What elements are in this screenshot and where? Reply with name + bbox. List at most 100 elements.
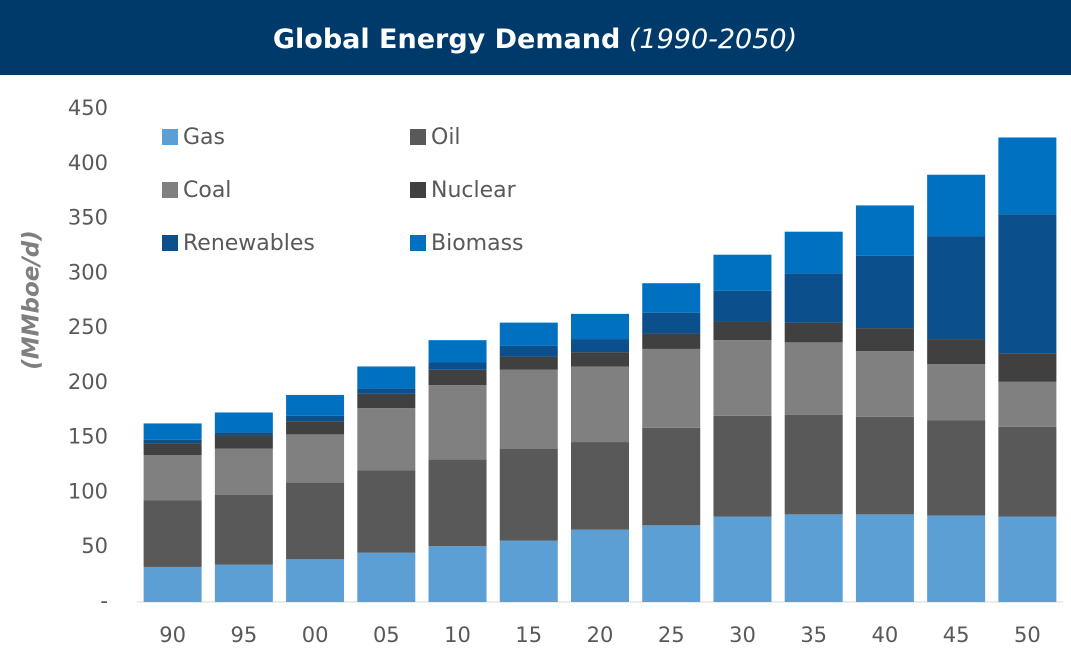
bar-segment xyxy=(784,273,843,323)
bar-segment xyxy=(713,415,772,517)
bar-segment xyxy=(642,312,701,334)
legend-label: Biomass xyxy=(431,231,524,256)
bar-segment xyxy=(927,174,986,237)
y-tick-label: 100 xyxy=(68,479,108,503)
legend-swatch xyxy=(162,235,178,251)
bar-segment xyxy=(571,339,629,353)
y-tick-label: - xyxy=(100,589,108,613)
bar-segment xyxy=(571,352,629,367)
bar-segment xyxy=(855,416,914,515)
bar-segment xyxy=(855,351,914,417)
bar-segment xyxy=(499,369,558,449)
bar-segment xyxy=(855,205,914,256)
bar-segment xyxy=(143,439,202,444)
bar-segment xyxy=(428,362,487,370)
bar-segment xyxy=(286,482,345,560)
bar-segment xyxy=(286,415,345,422)
bar-segment xyxy=(428,340,487,363)
legend-swatch xyxy=(162,129,178,145)
bar-segment xyxy=(214,564,273,602)
legend-swatch xyxy=(410,235,426,251)
x-tick-label: 40 xyxy=(872,623,899,647)
bar-segment xyxy=(713,340,772,416)
bar-segment xyxy=(571,442,629,530)
x-tick-label: 45 xyxy=(943,623,970,647)
x-tick-label: 25 xyxy=(658,623,685,647)
bar-segment xyxy=(357,388,416,394)
bar-segment xyxy=(927,236,986,340)
x-tick-label: 05 xyxy=(373,623,400,647)
bar-segment xyxy=(855,514,914,602)
y-tick-label: 400 xyxy=(68,151,108,175)
bar-segment xyxy=(927,339,986,365)
x-tick-label: 95 xyxy=(230,623,257,647)
bar-segment xyxy=(855,255,914,329)
bar-segment xyxy=(499,356,558,370)
x-tick-label: 00 xyxy=(302,623,329,647)
y-tick-label: 150 xyxy=(68,425,108,449)
bar-segment xyxy=(286,559,345,602)
bar-segment xyxy=(784,342,843,415)
bar-segment xyxy=(499,345,558,357)
bar-segment xyxy=(143,423,202,440)
bar-segment xyxy=(642,525,701,602)
bar-segment xyxy=(571,366,629,443)
bar-segment xyxy=(998,353,1057,382)
x-tick-label: 35 xyxy=(800,623,827,647)
bar-segment xyxy=(571,313,629,340)
bar-segment xyxy=(428,546,487,602)
bar-segment xyxy=(998,214,1057,354)
bar-segment xyxy=(428,459,487,547)
bar-segment xyxy=(927,420,986,516)
y-tick-label: 300 xyxy=(68,260,108,284)
bar-segment xyxy=(998,381,1057,427)
bar-segment xyxy=(499,540,558,602)
bar-segment xyxy=(642,348,701,428)
bar-segment xyxy=(571,529,629,602)
bar-segment xyxy=(214,448,273,495)
chart-title: Global Energy Demand (1990-2050) xyxy=(273,24,797,55)
y-tick-label: 250 xyxy=(68,315,108,339)
bar-segment xyxy=(143,500,202,567)
bar-segment xyxy=(784,514,843,602)
legend-label: Oil xyxy=(431,125,461,150)
bar-segment xyxy=(143,455,202,501)
bar-segment xyxy=(143,443,202,456)
x-tick-label: 10 xyxy=(444,623,471,647)
bar-segment xyxy=(784,414,843,515)
bar-segment xyxy=(998,426,1057,517)
legend-swatch xyxy=(410,129,426,145)
bar-segment xyxy=(642,283,701,313)
bar-segment xyxy=(214,432,273,436)
x-tick-label: 20 xyxy=(587,623,614,647)
bar-segment xyxy=(357,366,416,389)
bar-segment xyxy=(713,254,772,291)
y-tick-label: 450 xyxy=(68,96,108,120)
legend-label: Coal xyxy=(183,178,231,203)
y-tick-label: 200 xyxy=(68,370,108,394)
bar-segment xyxy=(998,516,1057,602)
y-axis-label: (MMboe/d) xyxy=(19,230,45,370)
legend-label: Gas xyxy=(183,125,225,150)
bar-segment xyxy=(998,137,1057,215)
bar-segment xyxy=(784,231,843,274)
bar-segment xyxy=(784,322,843,343)
bar-segment xyxy=(642,333,701,349)
bar-segment xyxy=(642,427,701,526)
bar-segment xyxy=(286,394,345,416)
bar-segment xyxy=(214,435,273,449)
bar-segment xyxy=(286,421,345,435)
legend-swatch xyxy=(410,182,426,198)
y-tick-label: 350 xyxy=(68,206,108,230)
x-tick-label: 30 xyxy=(729,623,756,647)
legend-label: Renewables xyxy=(183,231,315,256)
bar-segment xyxy=(357,408,416,471)
bar-segment xyxy=(214,494,273,565)
bar-segment xyxy=(428,385,487,460)
subtitle: (1990-2050) xyxy=(629,24,797,55)
bar-segment xyxy=(357,470,416,553)
x-tick-label: 15 xyxy=(515,623,542,647)
y-tick-label: 50 xyxy=(81,534,108,558)
bar-segment xyxy=(286,434,345,483)
